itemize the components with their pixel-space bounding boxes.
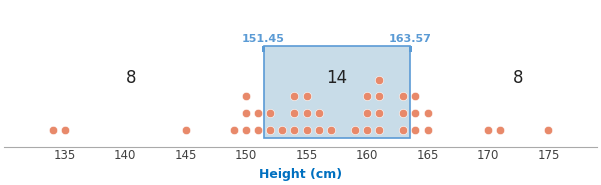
Bar xyxy=(409,46,412,52)
Bar xyxy=(262,46,265,52)
Text: 14: 14 xyxy=(326,69,347,87)
Text: 151.45: 151.45 xyxy=(242,34,285,44)
Text: 163.57: 163.57 xyxy=(389,34,432,44)
X-axis label: Height (cm): Height (cm) xyxy=(259,168,342,181)
Text: 8: 8 xyxy=(126,69,136,87)
Bar xyxy=(264,46,410,138)
Text: 8: 8 xyxy=(513,69,523,87)
